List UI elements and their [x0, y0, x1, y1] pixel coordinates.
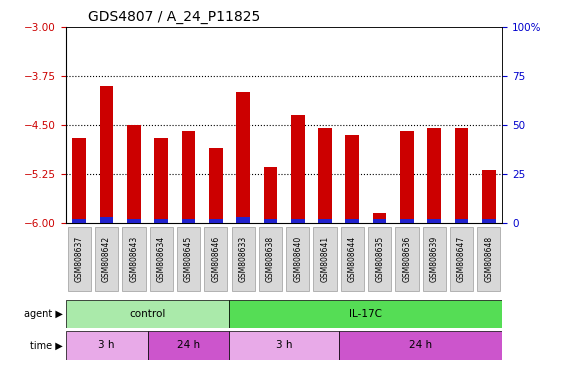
Text: GSM808642: GSM808642: [102, 236, 111, 282]
FancyBboxPatch shape: [66, 300, 230, 328]
Bar: [182, 131, 195, 223]
Bar: [291, 219, 304, 223]
FancyBboxPatch shape: [122, 227, 146, 291]
Text: GSM808639: GSM808639: [430, 236, 439, 282]
Bar: [291, 115, 304, 223]
Bar: [73, 219, 86, 223]
Text: GSM808640: GSM808640: [293, 236, 302, 282]
FancyBboxPatch shape: [368, 227, 391, 291]
Text: agent ▶: agent ▶: [24, 309, 63, 319]
FancyBboxPatch shape: [286, 227, 309, 291]
FancyBboxPatch shape: [423, 227, 446, 291]
Bar: [236, 92, 250, 223]
Text: GSM808637: GSM808637: [75, 236, 84, 282]
Text: GSM808643: GSM808643: [130, 236, 138, 282]
Bar: [236, 217, 250, 223]
Bar: [428, 219, 441, 223]
Bar: [400, 219, 414, 223]
Bar: [209, 147, 223, 223]
Text: GSM808636: GSM808636: [403, 236, 412, 282]
Bar: [400, 131, 414, 223]
Bar: [345, 135, 359, 223]
FancyBboxPatch shape: [395, 227, 419, 291]
Bar: [428, 128, 441, 223]
Text: 3 h: 3 h: [98, 340, 115, 351]
Bar: [73, 138, 86, 223]
Text: IL-17C: IL-17C: [349, 309, 383, 319]
Text: GSM808645: GSM808645: [184, 236, 193, 282]
FancyBboxPatch shape: [147, 331, 230, 360]
Bar: [264, 219, 278, 223]
Text: GSM808646: GSM808646: [211, 236, 220, 282]
Bar: [318, 128, 332, 223]
Bar: [455, 128, 468, 223]
Bar: [482, 219, 496, 223]
FancyBboxPatch shape: [95, 227, 118, 291]
FancyBboxPatch shape: [68, 227, 91, 291]
Text: GSM808644: GSM808644: [348, 236, 357, 282]
Bar: [373, 219, 387, 223]
Bar: [154, 219, 168, 223]
FancyBboxPatch shape: [477, 227, 500, 291]
FancyBboxPatch shape: [339, 331, 502, 360]
Text: 24 h: 24 h: [409, 340, 432, 351]
Bar: [127, 219, 140, 223]
FancyBboxPatch shape: [230, 300, 502, 328]
FancyBboxPatch shape: [66, 331, 147, 360]
Text: GSM808633: GSM808633: [239, 236, 248, 282]
Text: GSM808638: GSM808638: [266, 236, 275, 282]
Bar: [455, 219, 468, 223]
FancyBboxPatch shape: [231, 227, 255, 291]
Bar: [264, 167, 278, 223]
Text: GSM808648: GSM808648: [484, 236, 493, 282]
FancyBboxPatch shape: [313, 227, 337, 291]
FancyBboxPatch shape: [204, 227, 227, 291]
Text: time ▶: time ▶: [30, 340, 63, 351]
Text: GSM808635: GSM808635: [375, 236, 384, 282]
FancyBboxPatch shape: [341, 227, 364, 291]
FancyBboxPatch shape: [177, 227, 200, 291]
Bar: [318, 219, 332, 223]
Bar: [100, 217, 114, 223]
Text: control: control: [130, 309, 166, 319]
Text: GSM808641: GSM808641: [320, 236, 329, 282]
FancyBboxPatch shape: [450, 227, 473, 291]
Bar: [154, 138, 168, 223]
Bar: [127, 125, 140, 223]
Bar: [182, 219, 195, 223]
Text: 24 h: 24 h: [177, 340, 200, 351]
Bar: [209, 219, 223, 223]
Bar: [373, 213, 387, 223]
Bar: [100, 86, 114, 223]
Text: GSM808647: GSM808647: [457, 236, 466, 282]
FancyBboxPatch shape: [259, 227, 282, 291]
Text: GSM808634: GSM808634: [156, 236, 166, 282]
Text: 3 h: 3 h: [276, 340, 292, 351]
Text: GDS4807 / A_24_P11825: GDS4807 / A_24_P11825: [87, 10, 260, 25]
Bar: [345, 219, 359, 223]
FancyBboxPatch shape: [230, 331, 339, 360]
Bar: [482, 170, 496, 223]
FancyBboxPatch shape: [150, 227, 173, 291]
